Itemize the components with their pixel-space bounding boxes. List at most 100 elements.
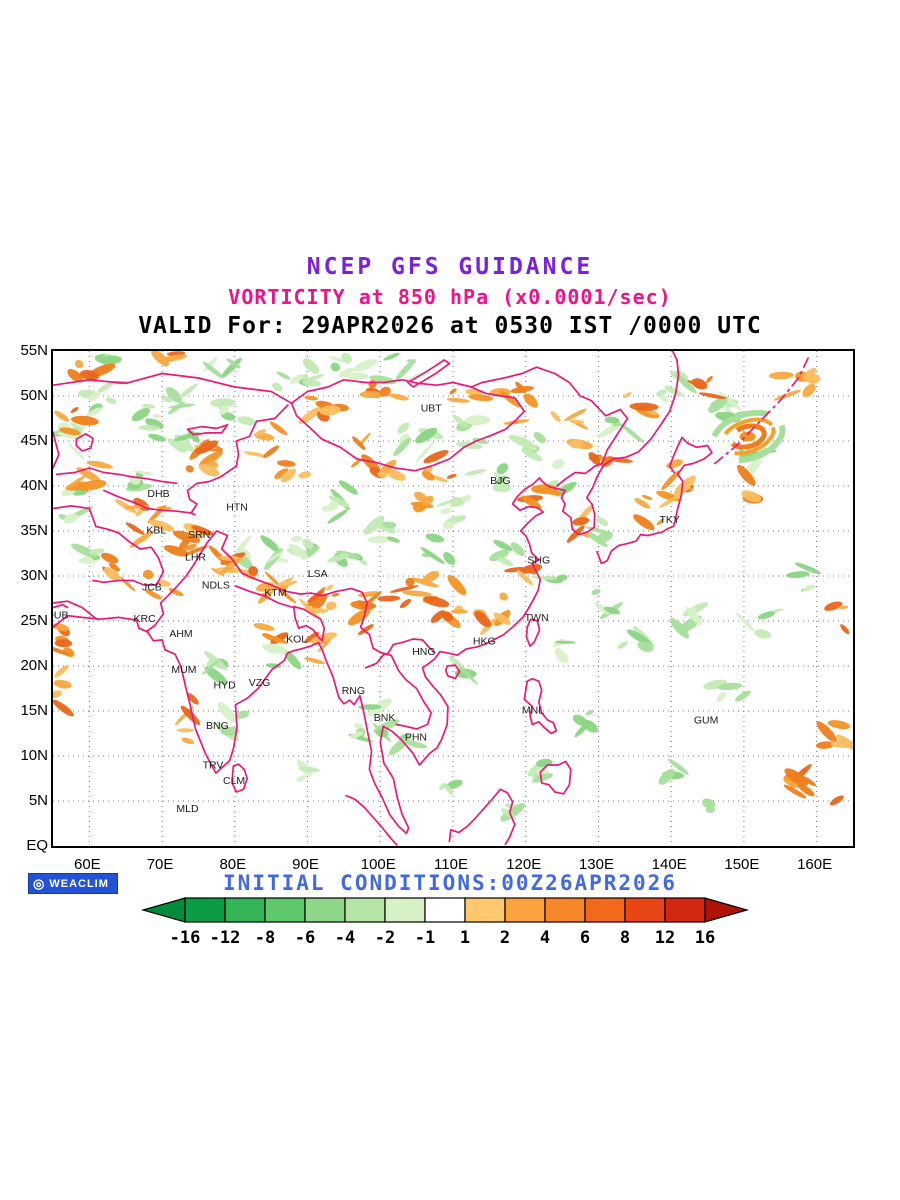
lat-tick: 5N [28, 792, 48, 809]
lon-tick: 80E [219, 856, 247, 873]
valid-line: VALID For: 29APR2026 at 0530 IST /0000 U… [138, 313, 762, 339]
lon-tick: 130E [578, 856, 614, 873]
station-label: GUM [694, 715, 719, 727]
colorbar-segment [464, 897, 506, 923]
colorbar-tick: -8 [255, 928, 275, 948]
station-label: RNG [342, 685, 365, 697]
colorbar-segment [584, 897, 626, 923]
station-label: MUM [171, 664, 196, 676]
colorbar-tick: 8 [620, 928, 630, 948]
lat-tick: 25N [20, 612, 48, 629]
colorbar-segment [504, 897, 546, 923]
station-label: KTM [264, 587, 286, 599]
station-label: BNK [374, 712, 396, 724]
lat-tick: 55N [20, 342, 48, 359]
station-label: TWN [525, 612, 549, 624]
lon-tick: 160E [797, 856, 833, 873]
station-label: VZG [249, 677, 271, 689]
station-label: TRV [203, 760, 224, 772]
map-canvas: UBT BJG TKY DHB HTN KBL SRN LHR JCB NDLS LSA KTM SHG… [45, 349, 861, 846]
weaclim-spiral-icon: ◎ [33, 876, 46, 891]
lat-tick: 30N [20, 567, 48, 584]
station-label: SRN [188, 529, 210, 541]
colorbar-right-arrow [704, 897, 750, 923]
coastline-layer [52, 350, 811, 846]
colorbar-segment [424, 897, 466, 923]
cyclone-swirl [709, 409, 786, 464]
colorbar-tick: 6 [580, 928, 590, 948]
colorbar-left-arrow [140, 897, 186, 923]
colorbar-tick: 4 [540, 928, 550, 948]
colorbar-tick: -6 [295, 928, 315, 948]
station-label: MNL [522, 705, 544, 717]
lat-tick: 15N [20, 702, 48, 719]
lat-tick: 10N [20, 747, 48, 764]
lon-tick: 60E [74, 856, 101, 873]
station-label: NDLS [202, 580, 230, 592]
colorbar-tick: -16 [170, 928, 201, 948]
lon-tick: 70E [146, 856, 174, 873]
station-label: UBT [421, 402, 443, 414]
colorbar-tick: 12 [655, 928, 675, 948]
chart-title: NCEP GFS GUIDANCE [306, 254, 594, 280]
colorbar-tick: -12 [210, 928, 241, 948]
initial-conditions-line: INITIAL CONDITIONS:00Z26APR2026 [223, 871, 677, 895]
colorbar-tick: 2 [500, 928, 510, 948]
station-label: HTN [226, 501, 248, 513]
station-label: HKG [473, 635, 496, 647]
lat-tick: 45N [20, 432, 48, 449]
map-plot: UBT BJG TKY DHB HTN KBL SRN LHR JCB NDLS LSA KTM SHG… [45, 349, 861, 848]
weaclim-logo-text: WEACLIM [49, 877, 109, 890]
colorbar-segment [384, 897, 426, 923]
station-label: HNG [412, 646, 435, 658]
station-label: DHB [147, 488, 169, 500]
lat-tick: EQ [26, 837, 48, 854]
station-label: LSA [308, 568, 328, 580]
lat-tick: 20N [20, 657, 48, 674]
colorbar-tick: 1 [460, 928, 470, 948]
colorbar-tick: -4 [335, 928, 355, 948]
station-label: TKY [659, 514, 679, 526]
lat-tick: 50N [20, 387, 48, 404]
station-label: BJG [490, 475, 510, 487]
colorbar-tick: -1 [415, 928, 435, 948]
lat-tick: 40N [20, 477, 48, 494]
station-label: PHN [405, 732, 427, 744]
station-label: HYD [214, 680, 237, 692]
chart-subtitle: VORTICITY at 850 hPa (x0.0001/sec) [228, 285, 672, 309]
lon-tick: 120E [506, 856, 542, 873]
station-label: JCB [142, 581, 162, 593]
station-label: KRC [134, 613, 157, 625]
colorbar-segment [624, 897, 666, 923]
colorbar-segment [344, 897, 386, 923]
station-label: BNG [206, 720, 229, 732]
colorbar-segment [544, 897, 586, 923]
station-label: MLD [176, 803, 199, 815]
colorbar-segment [304, 897, 346, 923]
colorbar-segment [264, 897, 306, 923]
colorbar-segment [184, 897, 226, 923]
lon-tick: 150E [724, 856, 760, 873]
lon-tick: 110E [434, 856, 468, 873]
station-label: SHG [527, 554, 550, 566]
station-label: KBL [146, 525, 166, 537]
station-label: LHR [185, 552, 206, 564]
station-label: CLM [223, 775, 245, 787]
colorbar-canvas: -16 -12 -8 -6 -4 -2 -1 1 2 4 6 8 12 16 [140, 897, 750, 948]
colorbar-tick: -2 [375, 928, 395, 948]
colorbar: -16 -12 -8 -6 -4 -2 -1 1 2 4 6 8 12 16 [140, 897, 760, 951]
station-label: AHM [169, 628, 192, 640]
colorbar-segment [664, 897, 706, 923]
lon-tick: 90E [292, 856, 319, 873]
station-label: KOL [286, 634, 307, 646]
colorbar-tick: 16 [695, 928, 715, 948]
station-label: DUB [53, 609, 68, 621]
chart-header: NCEP GFS GUIDANCE VORTICITY at 850 hPa (… [0, 254, 900, 339]
negative-vorticity-layer [51, 352, 821, 822]
lat-tick: 35N [20, 522, 48, 539]
weaclim-logo: ◎ WEACLIM [28, 873, 118, 894]
colorbar-segment [224, 897, 266, 923]
lon-tick: 140E [651, 856, 687, 873]
lon-tick: 100E [360, 856, 396, 873]
